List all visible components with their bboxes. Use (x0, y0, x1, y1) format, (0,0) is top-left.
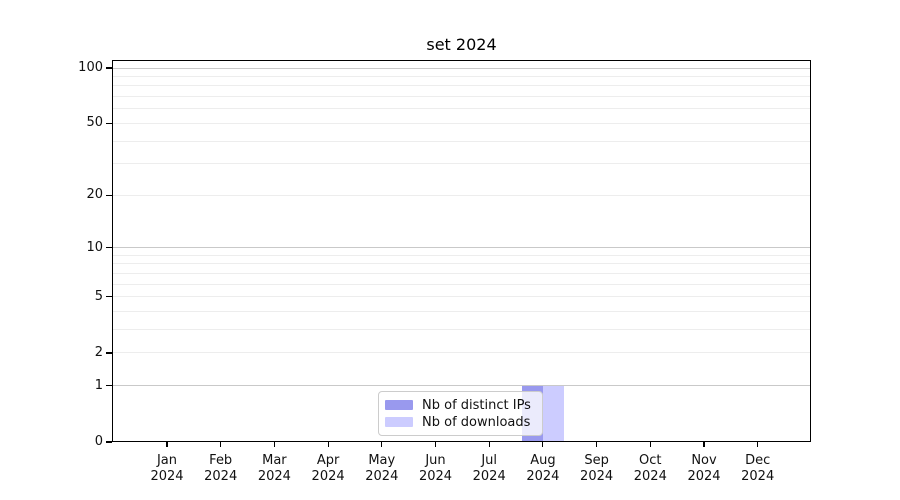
minor-gridline (112, 352, 811, 354)
y-tick-label: 5 (94, 288, 103, 304)
x-tick-label: Feb 2024 (204, 453, 238, 484)
y-tick-label: 0 (94, 434, 103, 449)
x-tick-mark (166, 442, 168, 447)
y-tick-label: 20 (86, 187, 103, 203)
y-tick-mark (106, 352, 112, 354)
y-tick-mark (106, 122, 112, 124)
x-tick-mark (649, 442, 651, 447)
y-tick-label: 1 (94, 377, 103, 393)
x-tick-label: Sep 2024 (580, 453, 614, 484)
legend-item-distinct-ips: Nb of distinct IPs (385, 397, 534, 413)
y-tick-label: 50 (86, 115, 103, 131)
y-tick-mark (106, 441, 112, 443)
minor-gridline (112, 96, 811, 98)
minor-gridline (112, 108, 811, 110)
minor-gridline (112, 75, 811, 77)
major-gridline (112, 67, 811, 69)
minor-gridline (112, 140, 811, 142)
y-tick-mark (106, 247, 112, 249)
x-tick-label: Aug 2024 (526, 453, 560, 484)
y-tick-label: 2 (94, 344, 103, 360)
legend-swatch-downloads (385, 417, 413, 427)
x-tick-label: Apr 2024 (311, 453, 345, 484)
x-tick-mark (434, 442, 437, 447)
y-tick-mark (106, 385, 112, 387)
x-tick-label: Jul 2024 (472, 453, 506, 484)
x-tick-mark (488, 442, 490, 447)
legend-label-distinct-ips: Nb of distinct IPs (422, 397, 531, 413)
y-tick-label: 100 (78, 60, 103, 75)
minor-gridline (112, 122, 811, 124)
bar-downloads (542, 385, 564, 442)
legend-item-downloads: Nb of downloads (385, 414, 534, 430)
x-tick-label: Oct 2024 (633, 453, 667, 484)
y-tick-label: 10 (86, 239, 103, 255)
x-tick-label: May 2024 (365, 453, 399, 484)
major-gridline (112, 385, 811, 387)
chart-title: set 2024 (426, 35, 497, 54)
y-tick-mark (106, 296, 112, 298)
minor-gridline (112, 296, 811, 298)
x-tick-mark (327, 442, 329, 447)
x-tick-label: Nov 2024 (687, 453, 721, 484)
legend: Nb of distinct IPs Nb of downloads (378, 391, 543, 436)
minor-gridline (112, 85, 811, 87)
y-tick-mark (106, 67, 112, 69)
x-tick-mark (596, 442, 598, 447)
minor-gridline (112, 254, 811, 256)
y-tick-mark (106, 194, 112, 196)
minor-gridline (112, 311, 811, 313)
minor-gridline (112, 194, 811, 196)
legend-swatch-distinct-ips (385, 400, 413, 410)
x-tick-mark (703, 442, 705, 447)
legend-label-downloads: Nb of downloads (422, 414, 531, 430)
major-gridline (112, 247, 811, 249)
minor-gridline (112, 329, 811, 331)
minor-gridline (112, 263, 811, 265)
x-tick-mark (757, 442, 759, 447)
x-tick-mark (542, 442, 544, 447)
x-tick-label: Jun 2024 (418, 453, 453, 484)
x-tick-label: Jan 2024 (150, 453, 184, 484)
x-tick-mark (273, 442, 275, 447)
x-tick-label: Mar 2024 (257, 453, 291, 484)
x-tick-mark (220, 442, 222, 447)
x-tick-mark (381, 442, 383, 447)
x-tick-label: Dec 2024 (741, 453, 775, 484)
minor-gridline (112, 272, 811, 274)
minor-gridline (112, 163, 811, 165)
minor-gridline (112, 283, 811, 285)
